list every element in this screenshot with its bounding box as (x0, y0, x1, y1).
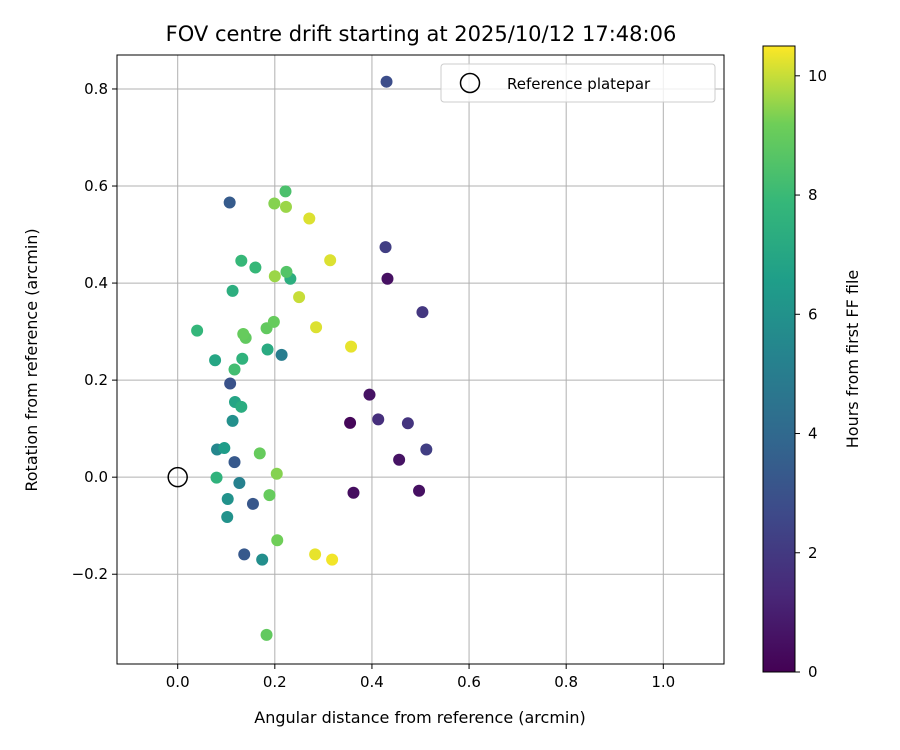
data-point (279, 185, 292, 198)
data-point (326, 553, 339, 566)
data-point (380, 75, 393, 88)
data-point (209, 354, 222, 367)
data-point (324, 254, 337, 267)
data-point (413, 484, 426, 497)
data-point (263, 489, 276, 502)
y-tick-label: 0.4 (84, 274, 108, 292)
data-point (235, 254, 248, 267)
y-axis-label: Rotation from reference (arcmin) (22, 228, 41, 491)
colorbar-tick-label: 4 (808, 425, 818, 443)
data-point (221, 510, 234, 523)
x-tick-label: 0.4 (360, 673, 384, 691)
data-point (260, 628, 273, 641)
data-point (310, 321, 323, 334)
colorbar-ticks: 0 2 4 6 8 10 (795, 67, 827, 681)
x-tick-label: 0.0 (166, 673, 190, 691)
data-point (261, 343, 274, 356)
data-point (275, 348, 288, 361)
data-point (271, 534, 284, 547)
colorbar: 0 2 4 6 8 10 Hours from first FF file (762, 45, 862, 681)
data-point (280, 265, 293, 278)
x-tick-label: 0.2 (263, 673, 287, 691)
legend-box (440, 63, 716, 103)
chart-title: FOV centre drift starting at 2025/10/12 … (166, 22, 677, 46)
data-point (218, 442, 231, 455)
data-point (344, 416, 357, 429)
plot-frame (116, 54, 725, 665)
x-tick-label: 1.0 (651, 673, 675, 691)
y-tick-label: 0.0 (84, 468, 108, 486)
colorbar-label: Hours from first FF file (843, 270, 862, 449)
data-point (226, 414, 239, 427)
colorbar-tick-label: 10 (808, 67, 827, 85)
data-point (228, 456, 241, 469)
data-points (191, 75, 433, 641)
legend-marker-icon (459, 72, 481, 94)
data-point (238, 548, 251, 561)
data-point (345, 340, 358, 353)
x-tick-label: 0.6 (457, 673, 481, 691)
colorbar-tick-label: 8 (808, 186, 818, 204)
y-tick-label: −0.2 (72, 565, 108, 583)
data-point (223, 196, 236, 209)
data-point (416, 306, 429, 319)
data-point (293, 291, 306, 304)
data-point (381, 272, 394, 285)
y-tick-label: 0.6 (84, 177, 108, 195)
data-point (235, 400, 248, 413)
data-point (191, 324, 204, 337)
colorbar-tick-label: 2 (808, 544, 818, 562)
data-point (270, 467, 283, 480)
colorbar-tick-label: 6 (808, 305, 818, 323)
legend: Reference platepar (440, 63, 716, 103)
data-point (221, 493, 234, 506)
x-tick-label: 0.8 (554, 673, 578, 691)
data-point (246, 497, 259, 510)
data-point (401, 417, 414, 430)
data-point (253, 447, 266, 460)
y-tick-label: 0.8 (84, 80, 108, 98)
data-point (309, 548, 322, 561)
data-point (267, 315, 280, 328)
data-point (420, 443, 433, 456)
colorbar-gradient (762, 45, 796, 673)
data-point (233, 476, 246, 489)
axis-ticks: 0.0 0.2 0.4 0.6 0.8 1.0 −0.2 0.0 0.2 0.4 0.6 0.8 (72, 80, 676, 691)
colorbar-tick-label: 0 (808, 663, 818, 681)
data-point (363, 388, 376, 401)
data-point (228, 363, 241, 376)
data-point (268, 270, 281, 283)
x-axis-label: Angular distance from reference (arcmin) (254, 708, 585, 727)
data-point (303, 212, 316, 225)
data-point (256, 553, 269, 566)
data-point (268, 197, 281, 210)
data-point (249, 261, 262, 274)
data-point (393, 453, 406, 466)
data-point (236, 352, 249, 365)
grid-lines (117, 55, 724, 664)
data-point (379, 241, 392, 254)
data-point (226, 284, 239, 297)
y-tick-label: 0.2 (84, 371, 108, 389)
legend-entry-reference: Reference platepar (507, 75, 651, 93)
data-point (210, 471, 223, 484)
reference-platepar-marker (167, 466, 188, 488)
data-point (224, 377, 237, 390)
data-point (372, 413, 385, 426)
data-point (237, 328, 250, 341)
data-point (347, 486, 360, 499)
data-point (279, 200, 292, 213)
